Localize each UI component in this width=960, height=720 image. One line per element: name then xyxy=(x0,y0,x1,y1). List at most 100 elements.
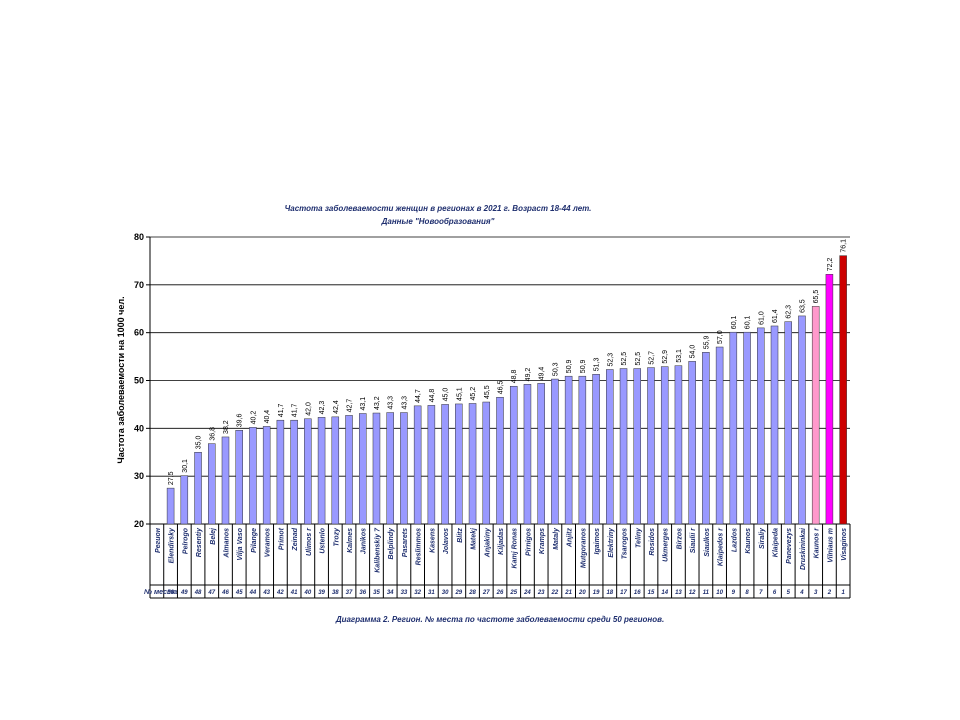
value-label: 52,7 xyxy=(648,351,655,365)
rank-label: 45 xyxy=(235,590,243,596)
value-label: 52,5 xyxy=(621,352,628,366)
value-label: 76,1 xyxy=(841,239,848,253)
value-label: 46,5 xyxy=(498,381,505,395)
bar xyxy=(194,452,202,525)
bar xyxy=(825,274,834,525)
value-label: 43,2 xyxy=(374,396,381,410)
row-header: Регион xyxy=(155,527,162,553)
value-label: 50,9 xyxy=(566,359,573,373)
value-label: 38,2 xyxy=(223,420,230,434)
rank-label: 50 xyxy=(167,590,174,596)
rank-label: 35 xyxy=(373,590,380,596)
caption: Диаграмма 2. Регион. № места по частоте … xyxy=(335,615,664,624)
x-tick-label: Vilja Vaso xyxy=(237,527,244,560)
x-tick-label: Anjitz xyxy=(567,528,574,549)
rank-label: 10 xyxy=(716,590,723,596)
rank-label: 1 xyxy=(841,590,845,596)
x-tick-label: Kalibenskiy 7 xyxy=(374,527,381,573)
x-tick-label: Ukmerges xyxy=(663,528,670,562)
x-tick-label: Lazdos xyxy=(731,528,738,552)
bar xyxy=(235,429,243,525)
x-tick-label: Druskininkai xyxy=(800,527,807,570)
rank-label: 25 xyxy=(509,590,517,596)
rank-label: 38 xyxy=(332,590,339,596)
bar xyxy=(331,416,340,525)
bar xyxy=(386,412,394,525)
rank-label: 6 xyxy=(773,590,777,596)
x-tick-label: Siraliy xyxy=(759,527,766,549)
bar xyxy=(455,403,463,525)
value-label: 52,3 xyxy=(607,353,614,367)
rank-label: 14 xyxy=(661,590,668,596)
value-label: 62,3 xyxy=(786,305,793,319)
value-label: 30,1 xyxy=(182,459,189,473)
value-label: 42,7 xyxy=(347,399,354,413)
bar xyxy=(496,396,504,525)
value-label: 43,1 xyxy=(360,397,367,411)
value-label: 65,5 xyxy=(813,290,820,304)
rank-label: 26 xyxy=(496,590,504,596)
bar xyxy=(304,418,312,525)
bar xyxy=(400,412,408,525)
x-tick-label: Ulimos r xyxy=(306,527,313,556)
bar xyxy=(551,378,559,525)
y-axis-label: Частота заболеваемости на 1000 чел. xyxy=(116,296,126,463)
bar xyxy=(249,427,257,525)
value-label: 42,0 xyxy=(305,402,312,416)
bar xyxy=(743,331,751,525)
x-tick-label: Vilniaus m xyxy=(827,528,834,563)
value-label: 36,8 xyxy=(209,427,216,441)
rank-label: 23 xyxy=(537,590,545,596)
rank-label: 2 xyxy=(827,590,832,596)
bar xyxy=(798,315,806,525)
y-tick-label: 40 xyxy=(134,423,144,433)
value-label: 44,8 xyxy=(429,389,436,403)
value-label: 72,2 xyxy=(827,258,834,272)
bar xyxy=(811,306,820,525)
rank-label: 34 xyxy=(387,590,394,596)
bar xyxy=(564,375,573,525)
x-tick-label: Kasens xyxy=(429,528,436,553)
bar xyxy=(345,415,353,525)
x-tick-label: Blitz xyxy=(457,528,464,543)
y-tick-label: 50 xyxy=(134,376,144,386)
bar xyxy=(509,385,518,525)
x-tick-label: Birzos xyxy=(676,528,683,550)
x-tick-label: Visaginos xyxy=(841,528,848,561)
bar xyxy=(427,405,436,525)
bar xyxy=(208,443,216,525)
rank-label: 30 xyxy=(442,590,449,596)
x-tick-label: Anjakiny xyxy=(484,527,491,558)
rank-label: 12 xyxy=(689,590,696,596)
x-tick-label: Siaulkos xyxy=(704,528,711,557)
x-tick-label: Veramos xyxy=(265,528,272,557)
rank-label: 28 xyxy=(468,590,476,596)
value-label: 35,0 xyxy=(196,436,203,450)
bar xyxy=(317,417,326,525)
value-label: 45,0 xyxy=(443,388,450,402)
x-tick-label: Zeinad xyxy=(292,527,299,551)
rank-label: 46 xyxy=(221,590,229,596)
x-tick-label: Primot xyxy=(278,527,285,550)
x-tick-label: Trozy xyxy=(333,527,340,547)
rank-label: 39 xyxy=(318,590,325,596)
bar xyxy=(413,405,422,525)
x-tick-label: Klaipedos r xyxy=(718,527,725,566)
x-tick-label: Almanos xyxy=(223,528,230,559)
rank-label: 37 xyxy=(346,590,353,596)
bar xyxy=(674,365,683,525)
value-label: 45,5 xyxy=(484,385,491,399)
rank-label: 27 xyxy=(482,590,490,596)
value-label: 43,3 xyxy=(388,396,395,410)
rank-label: 19 xyxy=(593,590,600,596)
value-label: 52,9 xyxy=(662,350,669,364)
value-label: 55,9 xyxy=(703,336,710,350)
x-tick-label: Elendirsky xyxy=(169,527,176,564)
rank-label: 5 xyxy=(787,590,791,596)
row-header: № места xyxy=(143,589,177,596)
rank-label: 18 xyxy=(606,590,613,596)
x-tick-label: Jolavos xyxy=(443,528,450,554)
rank-label: 47 xyxy=(207,590,215,596)
rank-label: 24 xyxy=(523,590,531,596)
